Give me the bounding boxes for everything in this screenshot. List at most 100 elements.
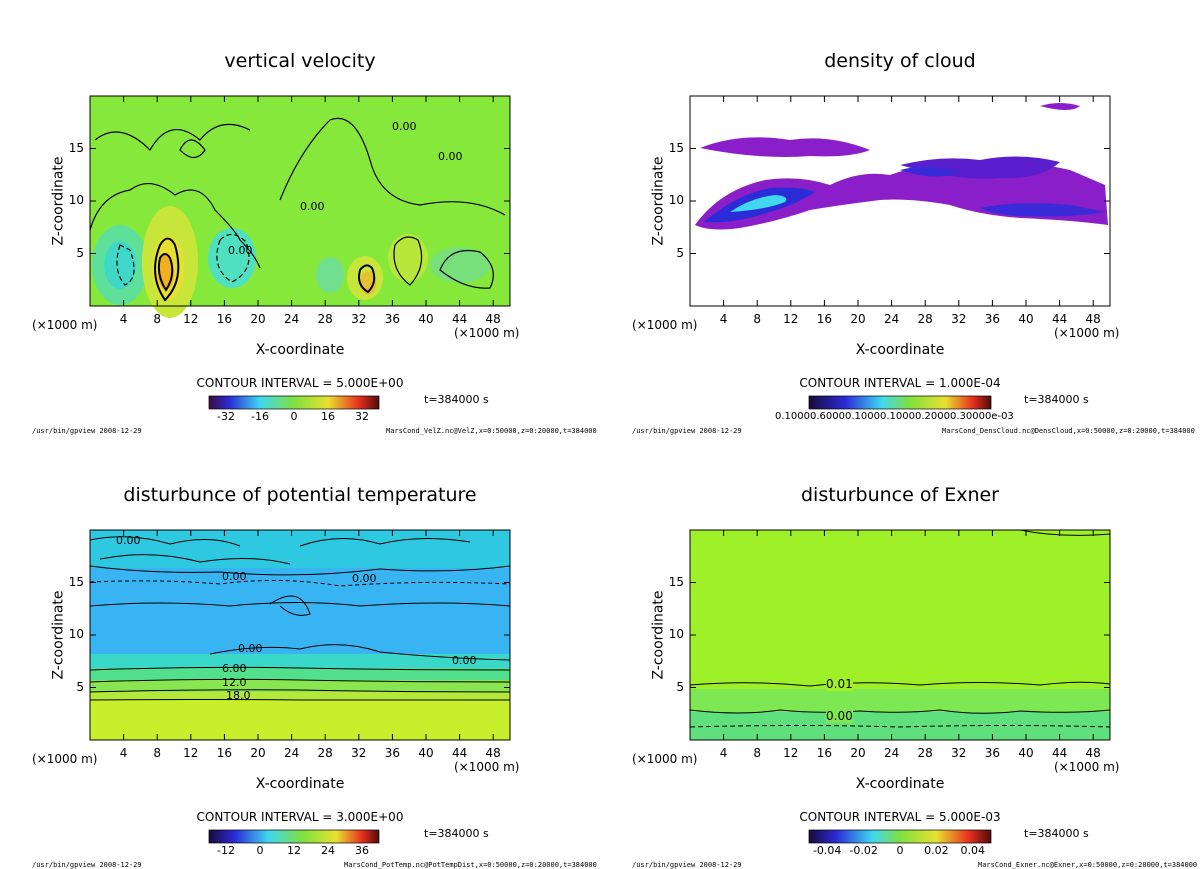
- x-tick-label: 28: [317, 312, 333, 326]
- contour-interval: CONTOUR INTERVAL = 5.000E-03: [799, 810, 1001, 824]
- footer-right: MarsCond_Exner.nc@Exner,x=0:50000,z=0:20…: [978, 861, 1198, 869]
- colorbar-tick-label: 0.04: [960, 844, 986, 857]
- x-tick-label: 48: [485, 312, 501, 326]
- colorbar-tick-label: 16: [321, 410, 335, 423]
- x-tick-label: 16: [216, 746, 233, 760]
- x-unit-left: (×1000 m): [32, 752, 98, 766]
- x-tick-label: 12: [183, 746, 199, 760]
- plot-area: [689, 95, 1111, 410]
- x-tick-label: 44: [451, 746, 468, 760]
- time-label: t=384000 s: [424, 827, 489, 840]
- x-tick-label: 48: [485, 746, 501, 760]
- colorbar-tick-label: 12: [287, 844, 301, 857]
- contour-label: 0.00: [826, 709, 853, 723]
- upper-layer: [90, 530, 510, 568]
- y-tick-label: 10: [68, 193, 84, 207]
- plot-title: disturbunce of Exner: [800, 484, 999, 506]
- contour-label: 0.01: [826, 677, 853, 691]
- lower-layer: [90, 700, 510, 740]
- x-tick-label: 24: [883, 312, 900, 326]
- plot-area: [89, 95, 511, 410]
- x-tick-label: 32: [951, 746, 967, 760]
- bottom-layer: [690, 712, 1110, 740]
- colorbar-tick-label: -0.04: [812, 844, 842, 857]
- layer-band-3: [90, 680, 510, 692]
- y-tick-label: 15: [668, 140, 684, 155]
- x-tick-label: 8: [153, 312, 162, 326]
- x-tick-label: 44: [1051, 746, 1068, 760]
- x-tick-label: 44: [1051, 312, 1068, 326]
- contour-lines: [689, 529, 1111, 728]
- layer-band-4: [90, 692, 510, 700]
- contour-label: 12.0: [222, 676, 247, 689]
- panel-vertical-velocity: vertical velocity: [0, 0, 600, 435]
- y-tick-label: 15: [68, 140, 84, 155]
- x-tick-label: 36: [384, 746, 401, 760]
- colorbar-tick-labels: -0.04 -0.02 0 0.02 0.04: [600, 844, 1200, 858]
- x-tick-label: 40: [418, 312, 434, 326]
- downdraft-core: [104, 241, 136, 289]
- x-tick-label: 4: [119, 746, 128, 760]
- contour-label: 0.00: [238, 642, 263, 655]
- y-tick-label: 10: [668, 627, 684, 641]
- colorbar: [808, 395, 992, 410]
- x-tick-label: 20: [850, 312, 866, 326]
- x-tick-label: 40: [1018, 746, 1034, 760]
- x-tick-label: 36: [984, 312, 1001, 326]
- plot-area: [89, 529, 511, 844]
- contour-label: 0.00: [228, 244, 253, 257]
- updraft-region-3: [388, 234, 428, 282]
- colorbar-tick-label: 0: [290, 410, 298, 423]
- x-tick-label: 16: [816, 312, 833, 326]
- y-tick-label: 10: [668, 193, 684, 207]
- x-tick-label: 12: [783, 746, 799, 760]
- x-tick-label: 40: [418, 746, 434, 760]
- panel-exner: disturbunce of Exner Z-coordinate 5 10 15 …: [600, 434, 1200, 869]
- contour-label: 0.00: [392, 120, 417, 133]
- plot-title: disturbunce of potential temperature: [123, 484, 477, 506]
- colorbar-tick-label: -12: [217, 844, 235, 857]
- x-tick-label: 20: [850, 746, 866, 760]
- x-tick-label: 24: [883, 746, 900, 760]
- colorbar: [208, 395, 380, 410]
- x-tick-label: 12: [783, 312, 799, 326]
- contour-label: 18.0: [226, 689, 251, 702]
- contour-interval: CONTOUR INTERVAL = 5.000E+00: [196, 376, 404, 390]
- x-unit-left: (×1000 m): [32, 318, 98, 332]
- contour-label: 0.00: [222, 570, 247, 583]
- layer-band-2: [90, 668, 510, 680]
- colorbar-tick-label: 32: [355, 410, 369, 423]
- cloud-regions: [695, 103, 1108, 230]
- x-tick-label: 16: [216, 312, 233, 326]
- contour-interval: CONTOUR INTERVAL = 1.000E-04: [799, 376, 1001, 390]
- x-unit-right: (×1000 m): [454, 760, 520, 774]
- x-tick-label: 48: [1085, 312, 1101, 326]
- time-label: t=384000 s: [1024, 393, 1089, 406]
- footer-left: /usr/bin/gpview 2008-12-29: [632, 427, 742, 435]
- colorbar-tick-label: 0: [896, 844, 904, 857]
- contour-label: 0.00: [352, 572, 377, 585]
- x-tick-label: 32: [351, 746, 367, 760]
- colorbar: [208, 829, 380, 844]
- x-tick-label: 32: [951, 312, 967, 326]
- x-tick-label: 40: [1018, 312, 1034, 326]
- contour-label: 0.00: [300, 200, 325, 213]
- x-tick-label: 28: [917, 312, 933, 326]
- y-tick-label: 15: [668, 574, 684, 589]
- x-tick-label: 36: [984, 746, 1001, 760]
- colorbar-tick-label: -0.02: [849, 844, 878, 857]
- colorbar-tick-label: 0: [256, 844, 264, 857]
- colorbar-tick-label: 36: [355, 844, 369, 857]
- footer-right: MarsCond_DensCloud.nc@DensCloud,x=0:5000…: [942, 427, 1195, 435]
- y-tick-label: 5: [76, 679, 84, 694]
- contour-label: 0.00: [452, 654, 477, 667]
- x-tick-label: 28: [917, 746, 933, 760]
- y-tick-label: 5: [676, 245, 684, 260]
- x-tick-label: 8: [753, 312, 762, 326]
- x-tick-label: 4: [719, 746, 728, 760]
- x-axis-label: X-coordinate: [255, 342, 345, 358]
- x-axis-label: X-coordinate: [855, 342, 945, 358]
- colorbar: [808, 829, 992, 844]
- layer-band-1: [90, 654, 510, 668]
- x-unit-left: (×1000 m): [632, 752, 698, 766]
